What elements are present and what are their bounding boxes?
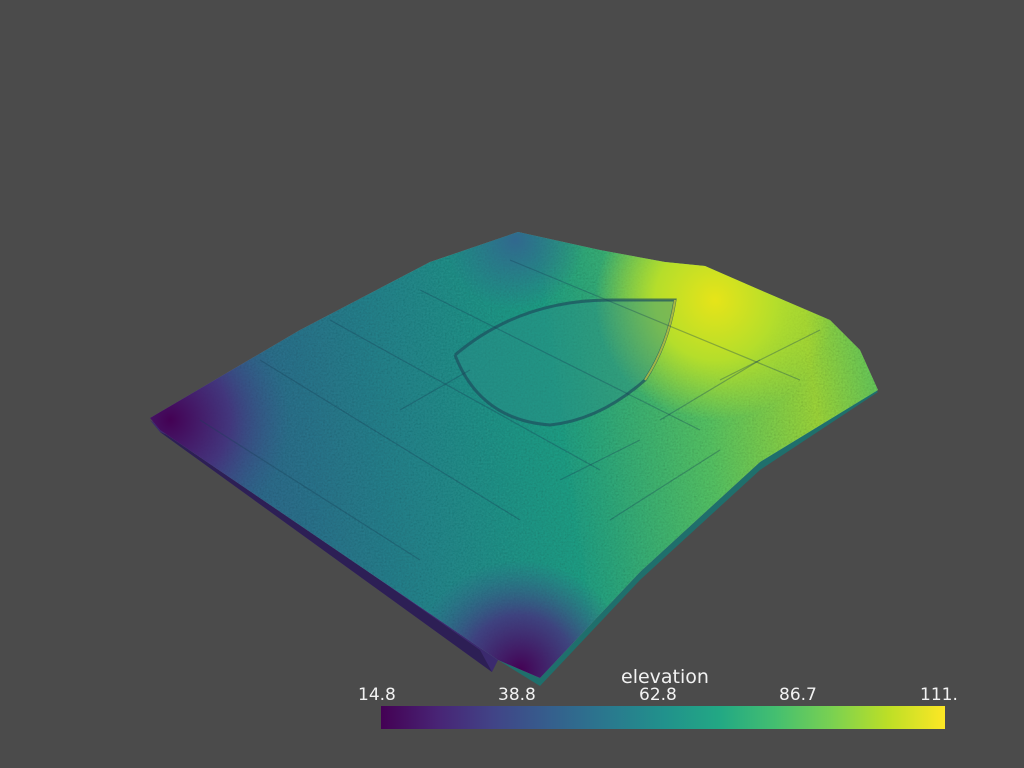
- terrain-front-wall: [160, 432, 492, 672]
- terrain-right-edge: [498, 385, 878, 686]
- terrain-ridges: [199, 259, 821, 561]
- crater-basin: [455, 300, 675, 425]
